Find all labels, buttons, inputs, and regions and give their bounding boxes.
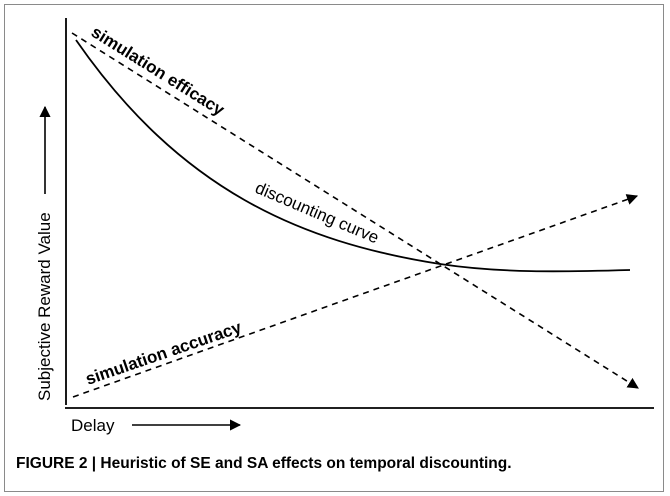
x-axis-label: Delay bbox=[71, 416, 115, 435]
simulation-accuracy-label: simulation accuracy bbox=[83, 317, 244, 388]
y-axis-label: Subjective Reward Value bbox=[35, 212, 54, 401]
discounting-curve bbox=[75, 39, 631, 273]
simulation-efficacy-line bbox=[71, 32, 639, 389]
simulation-efficacy-label: simulation efficacy bbox=[88, 22, 228, 120]
discounting-curve-label: discounting curve bbox=[252, 178, 381, 247]
figure-frame bbox=[4, 4, 664, 492]
figure-caption: FIGURE 2 | Heuristic of SE and SA effect… bbox=[16, 455, 512, 472]
simulation-accuracy-line bbox=[72, 194, 639, 398]
